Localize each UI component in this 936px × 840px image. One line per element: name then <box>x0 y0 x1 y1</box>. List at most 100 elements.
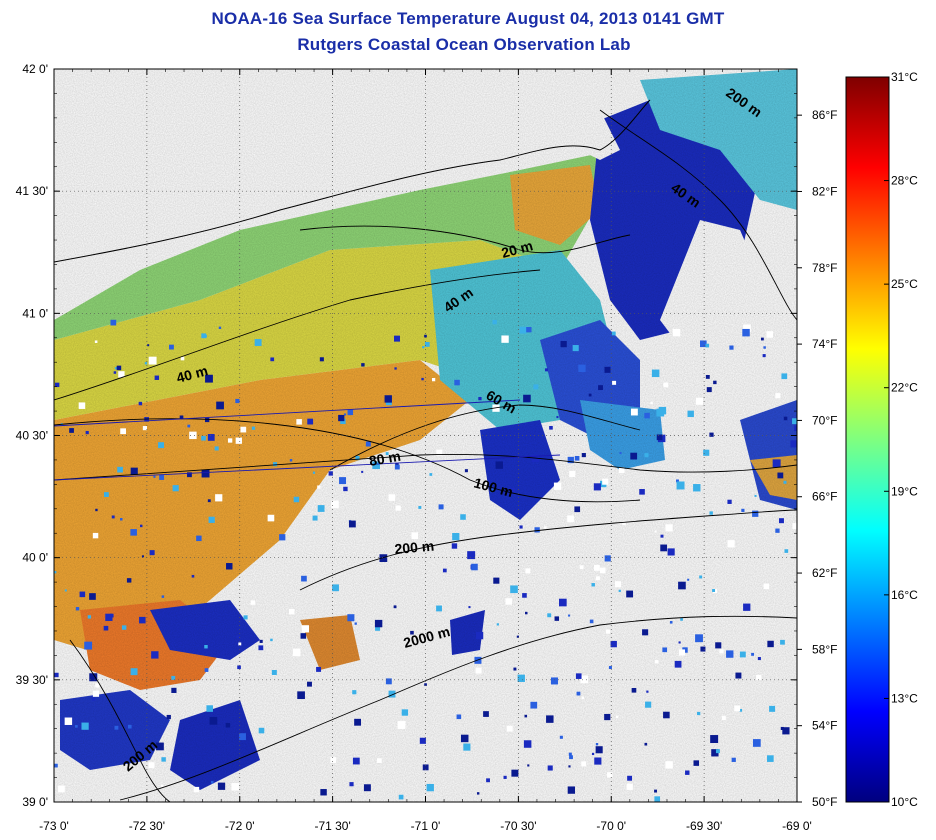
sst-pixel <box>547 765 553 771</box>
sst-pixel <box>297 691 305 700</box>
sst-pixel <box>772 459 781 468</box>
sst-pixel <box>483 711 489 717</box>
fahrenheit-tick-label: 62°F <box>812 566 837 580</box>
sst-pixel <box>201 435 206 441</box>
sst-pixel <box>501 335 509 343</box>
sst-pixel <box>554 616 560 621</box>
sst-pixel <box>742 328 750 337</box>
sst-pixel <box>354 718 362 726</box>
contour-40m <box>54 269 541 401</box>
sst-pixel <box>385 452 389 456</box>
sst-pixel <box>69 428 74 433</box>
sst-pixel <box>58 785 65 793</box>
sst-pixel <box>654 660 659 664</box>
sst-pixel <box>605 629 611 634</box>
celsius-scale: 31°C 28°C 25°C 22°C 19°C 16°C 13°C 10°C <box>884 70 918 809</box>
sst-pixel <box>669 621 673 624</box>
sst-pixel <box>160 784 164 788</box>
sst-pixel <box>352 690 357 695</box>
sst-pixel <box>511 769 519 777</box>
sst-pixel <box>766 331 774 338</box>
sst-pixel <box>142 426 147 431</box>
celsius-tick-label: 10°C <box>891 795 918 809</box>
sst-pixel <box>243 615 248 620</box>
sst-pixel <box>519 326 527 334</box>
sst-pixel <box>140 524 143 528</box>
sst-pixel <box>676 479 679 483</box>
sst-pixel <box>273 462 278 467</box>
sst-pixel <box>695 397 704 405</box>
sst-pixel <box>544 368 549 372</box>
sst-pixel <box>205 374 213 383</box>
sst-pixel <box>320 789 327 796</box>
sst-pixel <box>775 393 781 399</box>
sst-pixel <box>388 690 396 698</box>
sst-pixel <box>339 477 347 485</box>
sst-pixel <box>328 471 333 476</box>
sst-pixel <box>572 345 579 352</box>
sst-pixel <box>270 638 273 642</box>
sst-pixel <box>460 514 466 520</box>
sst-pixel <box>523 740 532 748</box>
sst-pixel <box>687 410 694 418</box>
sst-pixel <box>650 401 653 405</box>
lon-tick-label: -69 30' <box>686 819 722 833</box>
sst-pixel <box>578 364 586 372</box>
contour-label-200m-a: 200 m <box>394 538 435 557</box>
sst-pixel <box>454 379 460 386</box>
sst-pixel <box>64 589 67 592</box>
sst-pixel <box>678 641 681 644</box>
sst-pixel <box>712 589 716 592</box>
sst-pixel <box>627 775 633 781</box>
sst-pixel <box>338 414 345 422</box>
sst-pixel <box>189 431 197 440</box>
sst-pixel <box>510 585 518 594</box>
sst-pixel <box>674 660 682 668</box>
sst-pixel <box>743 603 751 611</box>
sst-pixel <box>103 492 109 497</box>
sst-pixel <box>589 619 594 624</box>
fahrenheit-tick-label: 66°F <box>812 490 837 504</box>
sst-pixel <box>201 469 210 478</box>
sst-pixel <box>147 344 150 347</box>
sst-pixel <box>218 326 222 329</box>
sst-pixel <box>237 665 241 670</box>
sst-pixel <box>75 725 78 728</box>
sst-pixel <box>777 472 784 479</box>
sst-pixel <box>89 593 96 600</box>
contour-20m <box>299 225 631 254</box>
sst-pixel <box>783 416 788 421</box>
sst-pixel <box>685 770 690 775</box>
sst-pixel <box>599 567 606 574</box>
sst-pixel <box>307 681 312 687</box>
sst-pixel <box>672 328 681 337</box>
sst-pixel <box>307 418 314 425</box>
sst-pixel <box>525 611 528 615</box>
sst-pixel <box>743 324 751 333</box>
sst-pixel <box>680 618 683 621</box>
sst-pixel <box>438 504 444 510</box>
sst-pixel <box>533 384 539 390</box>
celsius-tick-label: 16°C <box>891 588 918 602</box>
sst-pixel <box>697 711 701 716</box>
sst-pixel <box>424 342 430 347</box>
fahrenheit-tick-label: 74°F <box>812 337 837 351</box>
sst-pixel <box>411 532 419 539</box>
sst-pixel <box>293 496 300 503</box>
sst-pixel <box>700 646 706 652</box>
sst-pixel <box>476 792 480 795</box>
sst-pixel <box>204 668 209 672</box>
sst-pixel <box>95 683 100 688</box>
sst-pixel <box>431 378 436 382</box>
sst-pixel <box>615 715 619 719</box>
sst-pixel <box>421 377 424 381</box>
bathymetry-contours <box>54 99 797 802</box>
sst-pixel <box>665 761 673 769</box>
contour-60m <box>329 404 641 471</box>
sst-pixel <box>91 697 96 701</box>
sst-pixel <box>148 762 155 769</box>
sst-pixel <box>598 385 603 391</box>
sst-pixel <box>419 737 426 744</box>
sst-pixel <box>187 472 192 478</box>
sst-pixel <box>148 356 157 365</box>
